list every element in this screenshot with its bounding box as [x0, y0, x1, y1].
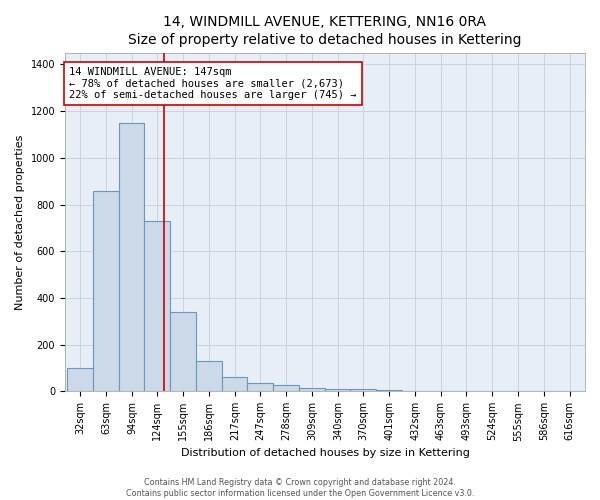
Bar	[196, 361, 223, 392]
Bar	[299, 388, 325, 392]
Bar	[376, 390, 403, 392]
Y-axis label: Number of detached properties: Number of detached properties	[15, 134, 25, 310]
Bar	[350, 389, 376, 392]
Title: 14, WINDMILL AVENUE, KETTERING, NN16 0RA
Size of property relative to detached h: 14, WINDMILL AVENUE, KETTERING, NN16 0RA…	[128, 15, 522, 48]
Bar	[119, 123, 145, 392]
Bar	[274, 386, 299, 392]
Bar	[145, 221, 170, 392]
Bar	[67, 368, 94, 392]
Bar	[223, 378, 247, 392]
X-axis label: Distribution of detached houses by size in Kettering: Distribution of detached houses by size …	[181, 448, 469, 458]
Bar	[325, 389, 350, 392]
Bar	[170, 312, 196, 392]
Text: Contains HM Land Registry data © Crown copyright and database right 2024.
Contai: Contains HM Land Registry data © Crown c…	[126, 478, 474, 498]
Text: 14 WINDMILL AVENUE: 147sqm
← 78% of detached houses are smaller (2,673)
22% of s: 14 WINDMILL AVENUE: 147sqm ← 78% of deta…	[69, 66, 356, 100]
Bar	[247, 383, 274, 392]
Bar	[94, 190, 119, 392]
